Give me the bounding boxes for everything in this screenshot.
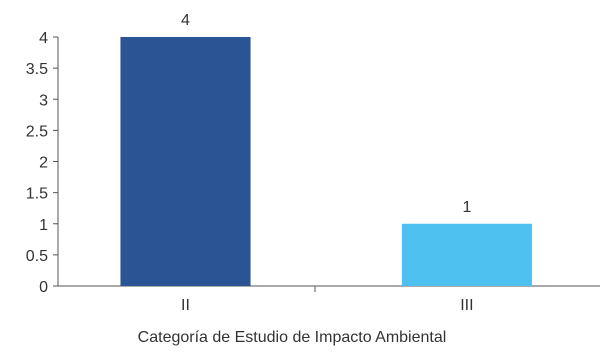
y-tick-label: 4 <box>39 30 48 47</box>
bar-ii <box>120 37 251 286</box>
data-label: 1 <box>462 199 471 216</box>
y-tick-label: 1.5 <box>26 186 48 203</box>
y-tick-label: 1 <box>39 217 48 234</box>
y-tick-label: 3.5 <box>26 61 48 78</box>
y-tick-label: 0 <box>39 279 48 296</box>
x-axis-title: Categoría de Estudio de Impacto Ambienta… <box>138 329 447 346</box>
y-tick-label: 2.5 <box>26 123 48 140</box>
y-axis: 0 0.5 1 1.5 2 2.5 3 3.5 4 <box>26 30 59 296</box>
data-label: 4 <box>181 12 190 29</box>
data-labels: 41 <box>181 12 471 216</box>
x-tick-label: III <box>460 297 473 314</box>
x-axis: II III <box>58 285 600 314</box>
y-tick-label: 3 <box>39 92 48 109</box>
bar-iii <box>401 223 532 286</box>
y-tick-label: 2 <box>39 155 48 172</box>
bars <box>120 37 532 286</box>
y-tick-label: 0.5 <box>26 248 48 265</box>
x-tick-label: II <box>181 297 190 314</box>
